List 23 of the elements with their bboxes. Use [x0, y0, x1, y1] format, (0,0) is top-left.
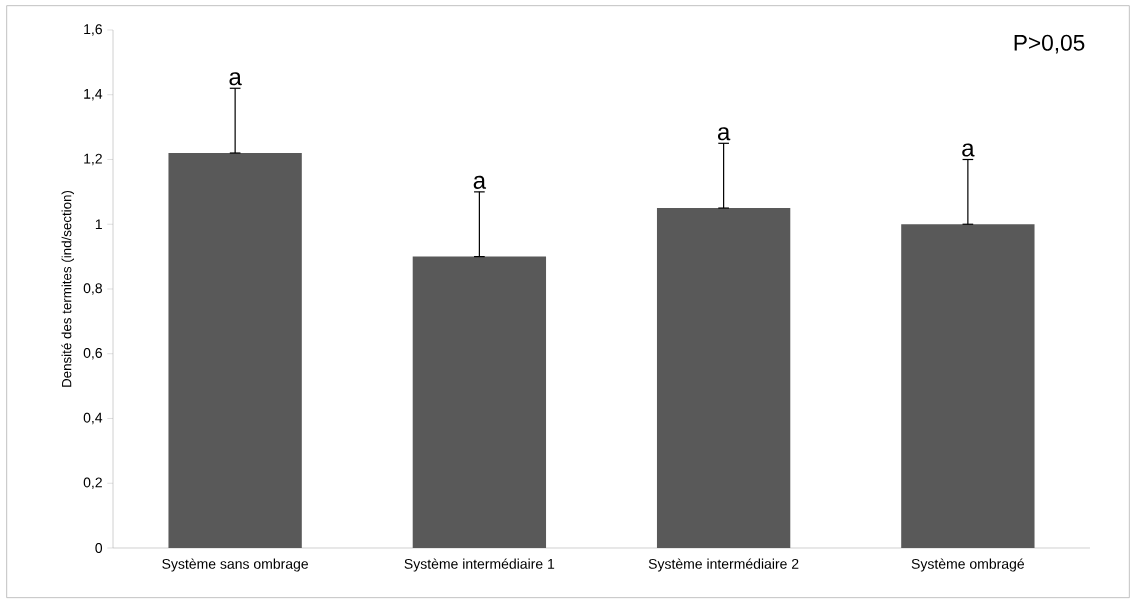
y-tick-label: 0,6	[83, 347, 102, 360]
y-tick-label: 1	[95, 219, 102, 230]
bar	[656, 208, 791, 548]
x-tick-label: Système ombragé	[911, 558, 1025, 572]
y-tick-label: 0,8	[83, 283, 102, 295]
x-tick-label: Système intermédiaire 1	[404, 558, 555, 572]
x-tick-label: Système sans ombrage	[162, 558, 309, 572]
y-tick-label: 0	[95, 543, 103, 553]
y-tick-label: 0,2	[83, 477, 102, 490]
y-tick-label: 1,6	[84, 24, 102, 36]
bar	[412, 256, 547, 548]
x-tick-label: Système intermédiaire 2	[648, 558, 799, 572]
annotation: a	[229, 72, 242, 86]
bar	[168, 153, 302, 548]
y-tick-label: 0,4	[83, 412, 103, 425]
annotation: a	[962, 143, 975, 157]
y-tick-label: 1,4	[84, 89, 103, 101]
y-axis-title: Densité des termites (ind/section)	[61, 190, 74, 387]
annotation: P>0,05	[1014, 34, 1085, 54]
y-tick-label: 1,2	[84, 153, 102, 166]
bar	[901, 224, 1035, 548]
annotation: a	[473, 175, 487, 189]
annotation: a	[717, 127, 731, 141]
